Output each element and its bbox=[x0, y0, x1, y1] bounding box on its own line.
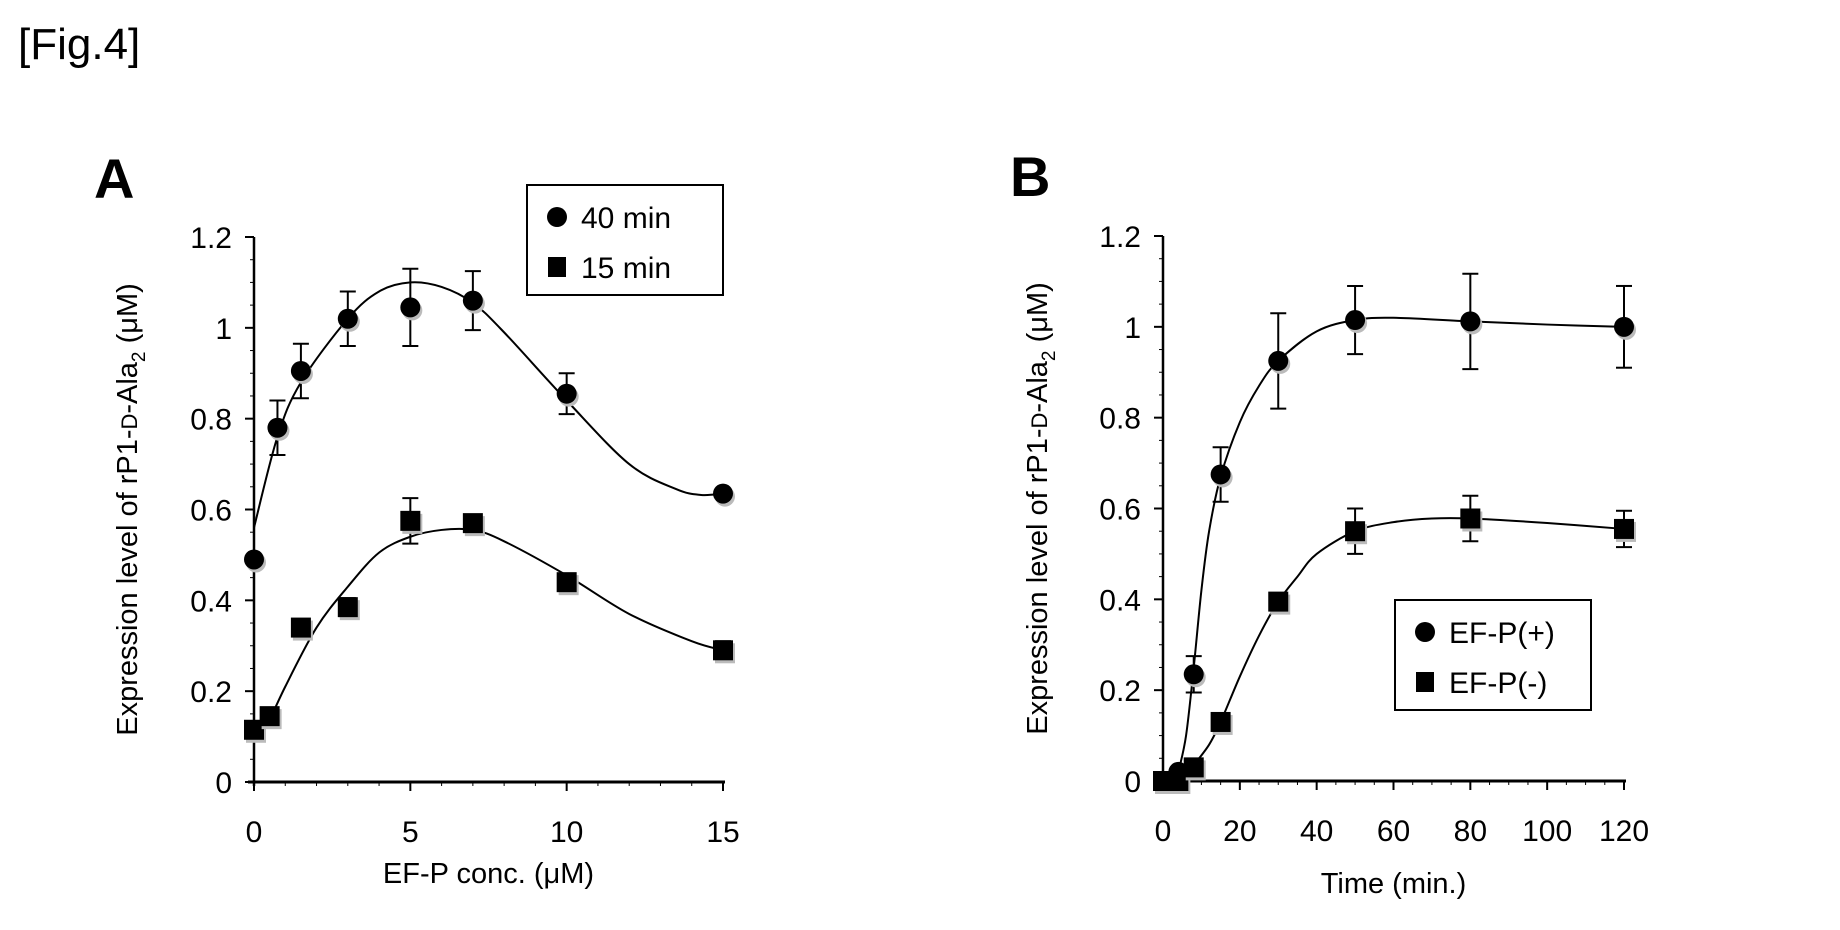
x-axis-title: EF-P conc. (μM) bbox=[383, 858, 594, 890]
data-point bbox=[1210, 711, 1231, 732]
x-tick-label: 120 bbox=[1599, 815, 1649, 848]
legend-marker-circle bbox=[1415, 622, 1435, 642]
data-point bbox=[400, 510, 421, 531]
y-tick-label: 0.8 bbox=[190, 404, 232, 437]
x-tick-label: 40 bbox=[1300, 815, 1333, 848]
y-axis-title-subscript: 2 bbox=[129, 351, 150, 362]
legend-label: EF-P(-) bbox=[1449, 667, 1547, 700]
y-tick-label: 0.6 bbox=[190, 495, 232, 528]
data-point bbox=[337, 597, 358, 618]
x-tick-label: 10 bbox=[550, 816, 583, 849]
data-point bbox=[1614, 316, 1634, 337]
y-axis-title-end: (μM) bbox=[1022, 282, 1054, 350]
data-point bbox=[244, 719, 264, 740]
x-tick-label: 80 bbox=[1454, 815, 1487, 848]
data-point bbox=[1183, 757, 1204, 778]
series-15-min bbox=[244, 497, 735, 743]
data-point bbox=[1268, 350, 1289, 371]
y-axis-title-main: Expression level of rP1- bbox=[112, 430, 144, 736]
panel-letter: A bbox=[94, 147, 134, 210]
legend-marker-square bbox=[1416, 672, 1434, 692]
data-point bbox=[462, 290, 483, 311]
data-point bbox=[259, 706, 280, 727]
series-ef-p- bbox=[1153, 494, 1636, 794]
data-point bbox=[1345, 521, 1366, 542]
y-tick-label: 1.2 bbox=[1099, 221, 1141, 254]
y-axis-title-end: (μM) bbox=[112, 283, 144, 351]
fit-curve bbox=[253, 281, 724, 528]
y-tick-label: 0 bbox=[1124, 766, 1141, 799]
y-axis-title-smallcaps: D bbox=[1027, 413, 1052, 429]
y-tick-label: 0.8 bbox=[1099, 403, 1141, 436]
data-point bbox=[556, 383, 577, 404]
x-tick-label: 20 bbox=[1223, 815, 1256, 848]
data-point bbox=[267, 417, 288, 438]
y-tick-label: 0 bbox=[215, 767, 232, 800]
legend-marker-square bbox=[548, 257, 566, 277]
legend-label: EF-P(+) bbox=[1449, 617, 1555, 650]
data-point bbox=[244, 549, 264, 570]
legend-marker-circle bbox=[547, 207, 567, 227]
x-axis-title: Time (min.) bbox=[1321, 868, 1467, 900]
data-point bbox=[713, 640, 733, 661]
data-point bbox=[1168, 771, 1189, 791]
legend: 40 min 15 min bbox=[526, 184, 724, 296]
data-point bbox=[290, 617, 311, 638]
data-point bbox=[1614, 518, 1634, 539]
y-tick-label: 1.2 bbox=[190, 222, 232, 255]
x-tick-label: 15 bbox=[706, 816, 739, 849]
y-axis-title-subscript: 2 bbox=[1039, 350, 1060, 361]
panel-a: A 0 0.2 0.4 0.6 0.8 1 1.2 0 5 10 15 EF-P conc. (μM) E… bbox=[94, 147, 740, 890]
x-tick-label: 100 bbox=[1522, 815, 1572, 848]
data-point bbox=[1345, 310, 1366, 331]
y-axis-title-main: Expression level of rP1- bbox=[1022, 429, 1054, 735]
y-tick-label: 0.2 bbox=[1099, 675, 1141, 708]
fit-curve bbox=[1177, 316, 1625, 773]
y-tick-label: 0.4 bbox=[190, 585, 232, 618]
y-axis-title-mid: -Ala bbox=[112, 361, 144, 413]
series-40-min bbox=[244, 267, 735, 573]
legend: EF-P(+) EF-P(-) bbox=[1394, 599, 1592, 711]
data-point bbox=[1460, 311, 1481, 332]
y-axis-title: Expression level of rP1-D-Ala2 (μM) bbox=[112, 283, 150, 736]
data-point bbox=[462, 513, 483, 534]
data-point bbox=[1183, 664, 1204, 685]
data-point bbox=[400, 297, 421, 318]
legend-label: 40 min bbox=[581, 202, 671, 235]
panel-letter: B bbox=[1010, 145, 1050, 208]
x-tick-label: 0 bbox=[246, 816, 263, 849]
y-tick-label: 0.6 bbox=[1099, 494, 1141, 527]
data-point bbox=[1210, 464, 1231, 485]
x-tick-label: 60 bbox=[1377, 815, 1410, 848]
legend-label: 15 min bbox=[581, 252, 671, 285]
fit-curve bbox=[265, 527, 724, 728]
panel-b: B 0 0.2 0.4 0.6 0.8 1 1.2 0 20 40 60 80 100 120 Time (m… bbox=[1010, 145, 1649, 900]
y-axis-title: Expression level of rP1-D-Ala2 (μM) bbox=[1022, 282, 1060, 735]
data-point bbox=[713, 483, 733, 504]
data-point bbox=[290, 360, 311, 381]
data-point bbox=[1153, 771, 1173, 791]
y-tick-label: 1 bbox=[215, 313, 232, 346]
figure-label: [Fig.4] bbox=[18, 20, 141, 69]
y-axis-title-mid: -Ala bbox=[1022, 360, 1054, 412]
x-tick-label: 0 bbox=[1155, 815, 1172, 848]
y-tick-label: 0.4 bbox=[1099, 584, 1141, 617]
data-point bbox=[1268, 591, 1289, 612]
y-tick-label: 1 bbox=[1124, 312, 1141, 345]
x-tick-label: 5 bbox=[402, 816, 419, 849]
data-point bbox=[556, 572, 577, 593]
y-axis-title-smallcaps: D bbox=[117, 414, 142, 430]
data-point bbox=[1460, 508, 1481, 529]
y-tick-label: 0.2 bbox=[190, 676, 232, 709]
data-point bbox=[337, 308, 358, 329]
